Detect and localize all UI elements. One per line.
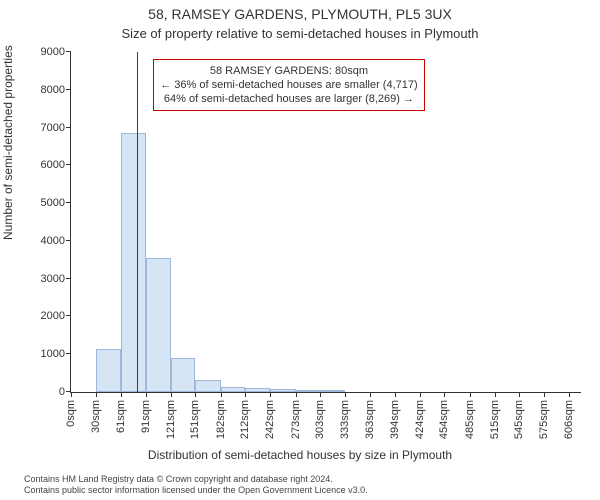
x-tick-label: 212sqm xyxy=(239,400,251,439)
x-tick-label: 394sqm xyxy=(389,400,401,439)
chart-root: { "title": "58, RAMSEY GARDENS, PLYMOUTH… xyxy=(0,0,600,500)
x-tick-label: 121sqm xyxy=(165,400,177,439)
x-tick-mark xyxy=(171,392,172,397)
histogram-bar xyxy=(96,349,122,392)
histogram-bar xyxy=(320,390,345,392)
histogram-bar xyxy=(270,389,296,392)
x-tick-mark xyxy=(71,392,72,397)
histogram-bar xyxy=(245,388,270,392)
x-tick-label: 151sqm xyxy=(189,400,201,439)
x-tick-mark xyxy=(345,392,346,397)
x-tick-label: 242sqm xyxy=(264,400,276,439)
property-indicator-line xyxy=(137,52,138,392)
histogram-bar xyxy=(195,380,221,392)
y-tick-label: 1000 xyxy=(41,348,71,360)
x-tick-mark xyxy=(96,392,97,397)
x-tick-label: 606sqm xyxy=(563,400,575,439)
histogram-bar xyxy=(171,358,196,392)
x-tick-label: 30sqm xyxy=(90,400,102,433)
x-tick-mark xyxy=(544,392,545,397)
y-tick-label: 3000 xyxy=(41,273,71,285)
plot-area: 01000200030004000500060007000800090000sq… xyxy=(70,52,581,393)
histogram-bar xyxy=(146,258,171,392)
attribution: Contains HM Land Registry data © Crown c… xyxy=(24,474,368,496)
x-tick-label: 485sqm xyxy=(464,400,476,439)
attribution-line-1: Contains HM Land Registry data © Crown c… xyxy=(24,474,368,485)
chart-title: 58, RAMSEY GARDENS, PLYMOUTH, PL5 3UX xyxy=(0,6,600,22)
y-tick-label: 5000 xyxy=(41,197,71,209)
callout-line-1: 58 RAMSEY GARDENS: 80sqm xyxy=(160,64,417,78)
x-tick-label: 303sqm xyxy=(314,400,326,439)
y-tick-label: 0 xyxy=(59,386,71,398)
x-tick-label: 61sqm xyxy=(115,400,127,433)
x-tick-label: 545sqm xyxy=(513,400,525,439)
x-tick-mark xyxy=(270,392,271,397)
x-tick-label: 424sqm xyxy=(414,400,426,439)
x-tick-label: 182sqm xyxy=(215,400,227,439)
y-tick-label: 9000 xyxy=(41,46,71,58)
callout-line-3: 64% of semi-detached houses are larger (… xyxy=(160,92,417,106)
x-tick-mark xyxy=(420,392,421,397)
x-tick-mark xyxy=(296,392,297,397)
x-tick-mark xyxy=(195,392,196,397)
x-tick-mark xyxy=(221,392,222,397)
y-tick-label: 8000 xyxy=(41,84,71,96)
x-tick-mark xyxy=(395,392,396,397)
x-tick-label: 273sqm xyxy=(290,400,302,439)
x-tick-label: 575sqm xyxy=(538,400,550,439)
x-axis-label: Distribution of semi-detached houses by … xyxy=(0,448,600,462)
x-tick-mark xyxy=(470,392,471,397)
x-tick-mark xyxy=(146,392,147,397)
x-tick-mark xyxy=(444,392,445,397)
y-tick-label: 2000 xyxy=(41,310,71,322)
histogram-bar xyxy=(121,133,146,392)
callout-line-2: ← 36% of semi-detached houses are smalle… xyxy=(160,78,417,92)
attribution-line-2: Contains public sector information licen… xyxy=(24,485,368,496)
y-axis-label: Number of semi-detached properties xyxy=(1,45,15,240)
x-tick-mark xyxy=(320,392,321,397)
chart-subtitle: Size of property relative to semi-detach… xyxy=(0,26,600,41)
x-tick-mark xyxy=(121,392,122,397)
x-tick-label: 0sqm xyxy=(65,400,77,427)
y-tick-label: 7000 xyxy=(41,122,71,134)
histogram-bar xyxy=(296,390,321,392)
x-tick-mark xyxy=(495,392,496,397)
x-tick-label: 363sqm xyxy=(364,400,376,439)
x-tick-mark xyxy=(245,392,246,397)
x-tick-mark xyxy=(370,392,371,397)
y-tick-label: 6000 xyxy=(41,159,71,171)
x-tick-label: 333sqm xyxy=(339,400,351,439)
x-tick-label: 91sqm xyxy=(140,400,152,433)
x-tick-mark xyxy=(569,392,570,397)
x-tick-label: 515sqm xyxy=(489,400,501,439)
x-tick-mark xyxy=(519,392,520,397)
x-tick-label: 454sqm xyxy=(438,400,450,439)
histogram-bar xyxy=(221,387,246,392)
callout-box: 58 RAMSEY GARDENS: 80sqm← 36% of semi-de… xyxy=(153,59,424,111)
y-tick-label: 4000 xyxy=(41,235,71,247)
